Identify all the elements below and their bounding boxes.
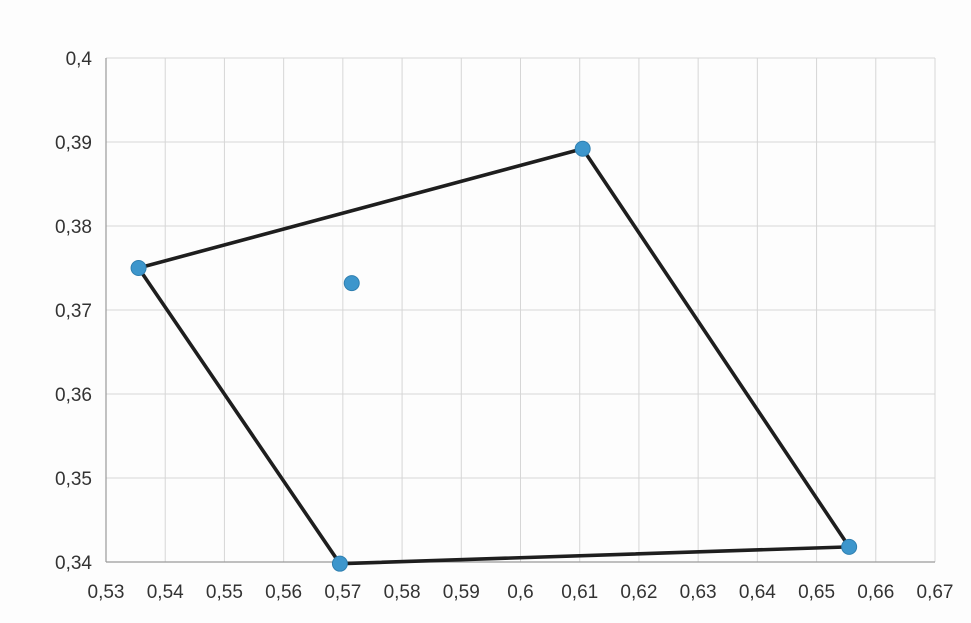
x-tick-label: 0,67 — [917, 582, 954, 603]
x-tick-label: 0,63 — [680, 582, 717, 603]
x-tick-label: 0,66 — [857, 582, 894, 603]
y-tick-label: 0,37 — [55, 301, 92, 322]
x-tick-label: 0,57 — [324, 582, 361, 603]
y-tick-label: 0,34 — [55, 553, 92, 574]
x-tick-label: 0,64 — [739, 582, 776, 603]
x-tick-label: 0,62 — [620, 582, 657, 603]
x-axis-tick-labels: 0,53 0,54 0,55 0,56 0,57 0,58 0,59 0,6 0,61 0,62 0… — [88, 582, 954, 603]
x-tick-label: 0,53 — [88, 582, 125, 603]
x-tick-label: 0,56 — [265, 582, 302, 603]
data-point — [842, 539, 857, 554]
x-tick-label: 0,65 — [798, 582, 835, 603]
data-point — [344, 276, 359, 291]
data-point — [575, 141, 590, 156]
x-tick-label: 0,54 — [147, 582, 184, 603]
x-tick-label: 0,58 — [384, 582, 421, 603]
data-point — [332, 556, 347, 571]
y-tick-label: 0,35 — [55, 469, 92, 490]
y-tick-label: 0,39 — [55, 133, 92, 154]
x-tick-label: 0,61 — [561, 582, 598, 603]
y-tick-label: 0,36 — [55, 385, 92, 406]
data-point — [131, 261, 146, 276]
x-tick-label: 0,55 — [206, 582, 243, 603]
y-tick-label: 0,4 — [66, 49, 93, 70]
x-tick-label: 0,6 — [507, 582, 533, 603]
x-tick-label: 0,59 — [443, 582, 480, 603]
y-tick-label: 0,38 — [55, 217, 92, 238]
